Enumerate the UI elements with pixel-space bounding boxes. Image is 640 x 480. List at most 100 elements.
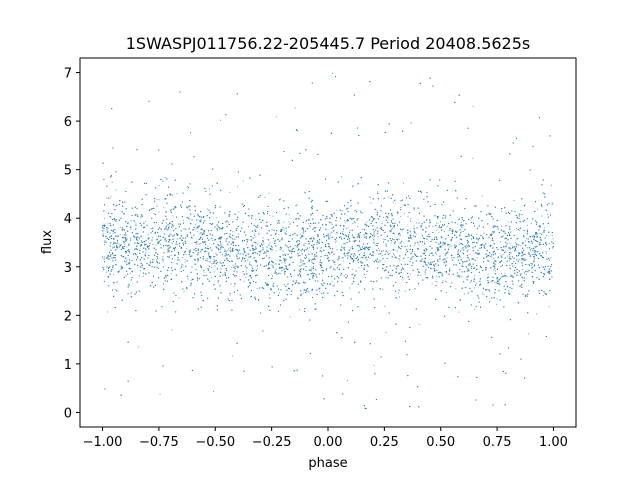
data-point (195, 224, 197, 226)
data-point (232, 265, 234, 267)
data-point (493, 232, 495, 234)
data-point (445, 292, 447, 294)
data-point (508, 260, 510, 262)
data-point (552, 238, 554, 240)
data-point (531, 268, 533, 270)
data-point (468, 249, 470, 251)
data-point (378, 248, 380, 250)
data-point (295, 279, 297, 281)
data-point (364, 277, 366, 279)
data-point (187, 278, 189, 280)
data-point (168, 225, 170, 227)
data-point (372, 237, 374, 239)
data-point (326, 267, 328, 269)
data-point (215, 217, 217, 219)
data-point (448, 246, 450, 248)
data-point (241, 241, 243, 243)
data-point (500, 273, 502, 275)
data-point (142, 275, 144, 277)
data-point (345, 221, 347, 223)
data-point (231, 267, 233, 269)
data-point (409, 273, 411, 275)
data-point (520, 210, 522, 212)
data-point (121, 256, 123, 258)
data-point (247, 259, 249, 261)
data-point (319, 291, 321, 293)
data-point (516, 250, 518, 252)
data-point (457, 219, 459, 221)
data-point (439, 221, 441, 223)
data-point (130, 228, 132, 230)
data-point (469, 281, 471, 283)
data-point (224, 248, 226, 250)
data-point (257, 268, 259, 270)
data-point (431, 268, 433, 270)
data-point (201, 229, 203, 231)
data-point (372, 255, 374, 257)
data-point (211, 263, 213, 265)
data-point (189, 205, 191, 207)
data-point (382, 238, 384, 240)
data-point (352, 273, 354, 275)
data-point (439, 245, 441, 247)
data-point (527, 271, 529, 273)
data-point (521, 262, 523, 264)
data-point (404, 290, 406, 292)
data-point (239, 253, 241, 255)
data-point (551, 235, 553, 237)
data-point (112, 273, 114, 275)
data-point (490, 255, 492, 257)
data-point (189, 218, 191, 220)
data-point (376, 226, 378, 228)
data-point (183, 228, 185, 230)
data-point (214, 265, 216, 267)
data-point (257, 299, 259, 301)
data-point (308, 223, 310, 225)
data-point (300, 268, 302, 270)
data-point (316, 243, 318, 245)
data-point (550, 184, 552, 186)
data-point (274, 239, 276, 241)
data-point (251, 266, 253, 268)
data-point (524, 204, 526, 206)
data-point (280, 272, 282, 274)
data-point (530, 223, 532, 225)
data-point (104, 244, 106, 246)
data-point (217, 244, 219, 246)
data-point (542, 295, 544, 297)
data-point (336, 249, 338, 251)
data-point (463, 261, 465, 263)
data-point (195, 228, 197, 230)
data-point (521, 277, 523, 279)
data-point (178, 297, 180, 299)
data-point (323, 236, 325, 238)
data-point (414, 244, 416, 246)
data-point (296, 204, 298, 206)
data-point (477, 252, 479, 254)
data-point (487, 273, 489, 275)
data-point (288, 221, 290, 223)
data-point (374, 244, 376, 246)
data-point (526, 273, 527, 275)
data-point (382, 217, 384, 219)
data-point (155, 259, 157, 261)
data-point (240, 253, 242, 255)
data-point (449, 244, 451, 246)
data-point (506, 276, 508, 278)
data-point (426, 235, 428, 237)
data-point (518, 258, 520, 260)
data-point (360, 257, 362, 259)
data-point (500, 236, 502, 238)
data-point (162, 256, 164, 258)
data-point (495, 282, 497, 284)
data-point (238, 211, 240, 213)
data-point (135, 222, 137, 224)
data-point (217, 281, 219, 283)
data-point (459, 235, 461, 237)
data-point (171, 208, 173, 210)
data-point (451, 245, 453, 247)
data-point (217, 243, 219, 245)
data-point (504, 250, 506, 252)
data-point (394, 249, 396, 251)
data-point (469, 254, 471, 256)
